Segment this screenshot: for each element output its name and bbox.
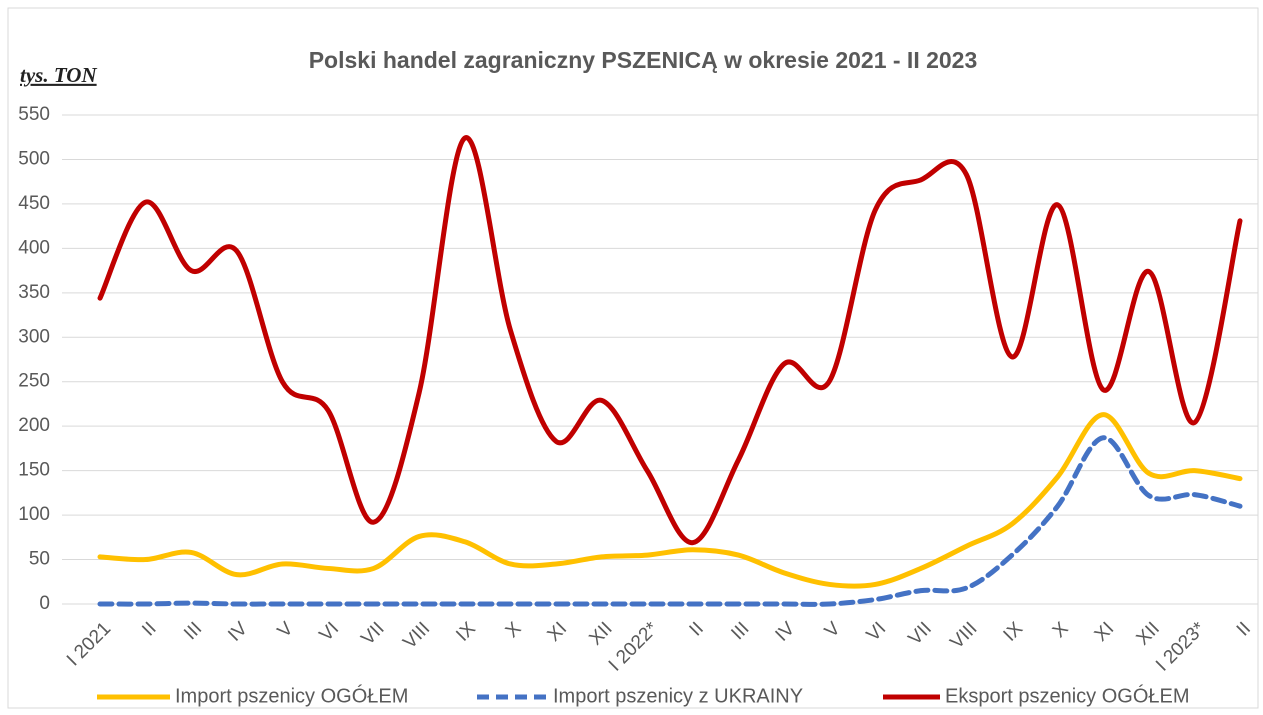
chart-frame <box>7 7 1259 709</box>
x-tick-label: XI <box>1091 618 1119 646</box>
y-tick-label: 200 <box>18 415 50 436</box>
x-tick-label: VI <box>316 618 344 646</box>
x-tick-label: XI <box>544 618 572 646</box>
legend-label: Import pszenicy z UKRAINY <box>553 685 803 707</box>
y-tick-label: 250 <box>18 371 50 392</box>
y-tick-label: 400 <box>18 237 50 258</box>
x-tick-label: I 2023* <box>1152 618 1210 676</box>
x-tick-label: IV <box>224 618 252 646</box>
x-tick-label: IX <box>452 618 480 646</box>
y-tick-label: 100 <box>18 504 50 525</box>
y-axis-label: tys. TON <box>20 63 97 87</box>
x-tick-label: X <box>1049 618 1073 642</box>
y-tick-label: 0 <box>39 593 50 614</box>
x-tick-label: V <box>274 618 298 642</box>
x-tick-label: XII <box>585 618 616 649</box>
series-line <box>97 435 1243 607</box>
x-tick-label: V <box>821 618 845 642</box>
series-line <box>97 135 1243 546</box>
x-tick-label: X <box>502 618 526 642</box>
y-tick-label: 50 <box>29 549 50 570</box>
series-line <box>97 412 1243 589</box>
x-tick-label: VII <box>905 618 936 649</box>
x-tick-label: II <box>138 618 160 640</box>
x-tick-label: IV <box>772 618 800 646</box>
y-tick-label: 350 <box>18 282 50 303</box>
x-tick-label: VIII <box>946 618 981 653</box>
x-tick-label: I 2021 <box>63 618 115 670</box>
y-tick-label: 300 <box>18 326 50 347</box>
y-tick-label: 150 <box>18 460 50 481</box>
x-tick-label: III <box>727 618 753 644</box>
x-tick-label: I 2022* <box>605 618 663 676</box>
x-tick-label: VII <box>357 618 388 649</box>
x-tick-label: III <box>180 618 206 644</box>
legend-label: Import pszenicy OGÓŁEM <box>175 684 408 707</box>
x-tick-label: VI <box>863 618 891 646</box>
y-tick-label: 500 <box>18 148 50 169</box>
legend-label: Eksport pszenicy OGÓŁEM <box>945 684 1190 707</box>
chart-title: Polski handel zagraniczny PSZENICĄ w okr… <box>309 47 978 73</box>
x-tick-label: IX <box>1000 618 1028 646</box>
y-tick-label: 550 <box>18 104 50 125</box>
x-tick-label: II <box>686 618 708 640</box>
x-tick-label: XII <box>1133 618 1164 649</box>
y-tick-label: 450 <box>18 193 50 214</box>
x-tick-label: VIII <box>399 618 434 653</box>
x-tick-label: II <box>1233 618 1255 640</box>
